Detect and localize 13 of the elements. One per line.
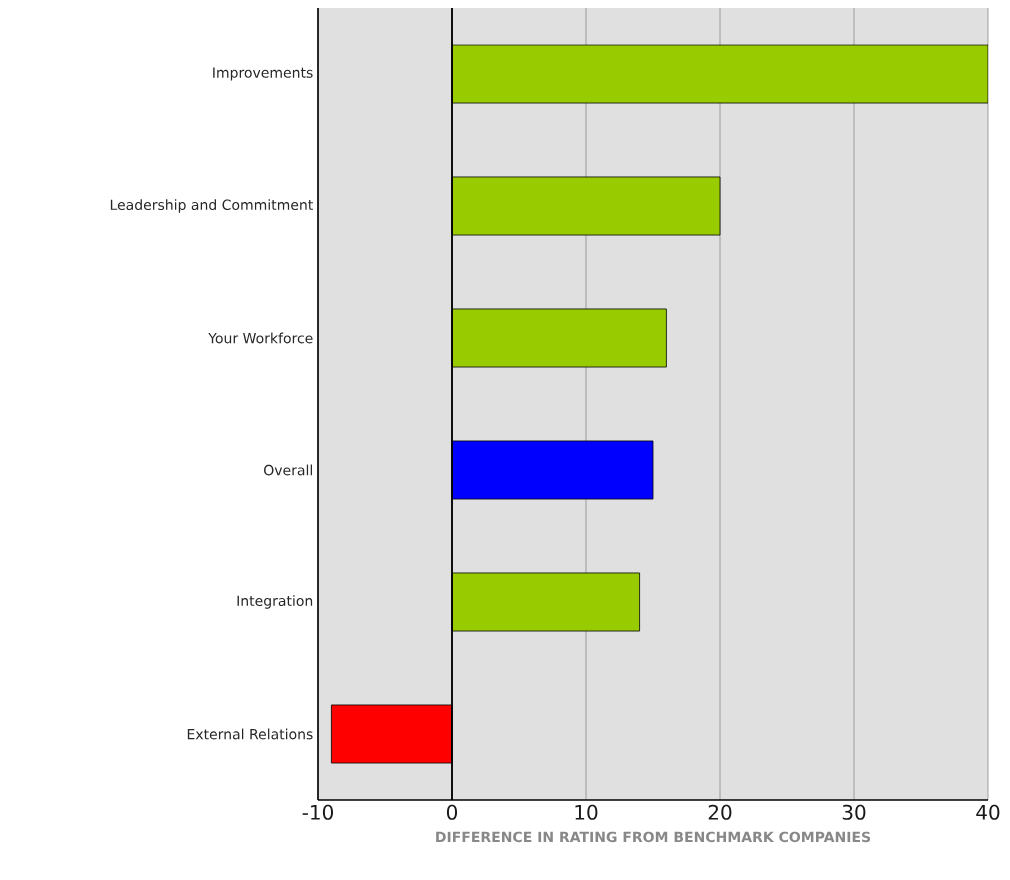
x-tick-label: 20 <box>708 804 732 820</box>
y-tick-label: Improvements <box>213 67 313 81</box>
y-tick-label: Overall <box>264 464 312 476</box>
y-tick-label: Integration <box>237 595 313 609</box>
y-tick-label: Leadership and Commitment <box>110 199 313 213</box>
x-tick-label: 0 <box>446 804 458 820</box>
x-axis-title: DIFFERENCE IN RATING FROM BENCHMARK COMPANIES <box>436 831 871 843</box>
x-tick-label: 10 <box>575 804 598 820</box>
y-tick-label: External Relations <box>187 728 313 740</box>
x-tick-label: 30 <box>842 804 866 820</box>
x-tick-label: -10 <box>302 804 334 820</box>
x-tick-label: 40 <box>976 804 1000 820</box>
y-tick-label: Your Workforce <box>208 332 313 344</box>
